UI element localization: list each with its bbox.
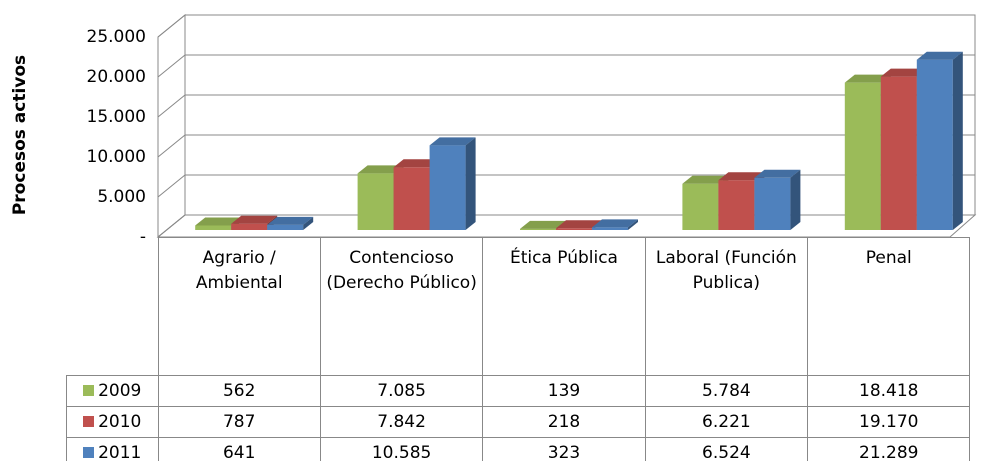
value-cell: 218 [482,406,646,438]
bar-top [592,219,638,228]
x-tick-label: Ética Pública [509,248,618,268]
bar-top [916,51,963,60]
x-tick-label: Penal [865,248,912,268]
category-cell: Penal [807,237,971,376]
bar-top [231,215,278,224]
bar-side [465,137,476,230]
value-cell: 10.585 [319,437,484,461]
bar-top [718,172,765,181]
y-tick-label: 20.000 [87,67,146,87]
table-row: 2010 787 7.842 218 6.221 19.170 [66,406,971,438]
value-cell: 323 [482,437,646,461]
bar [357,173,394,230]
value-cell: 562 [157,375,321,407]
bar-top [267,216,314,225]
legend-key [83,447,95,458]
grid-line [157,174,975,198]
grid-line [157,14,975,38]
bar [520,228,556,230]
category-cell: Ética Pública [482,237,646,376]
grid-line [157,134,975,158]
side-wall [157,13,186,239]
bar [556,228,592,230]
y-tick-label: 25.000 [87,27,146,47]
bar [844,82,881,230]
y-tick-label: 5.000 [97,187,146,207]
legend-label: 2011 [98,443,142,461]
bar [682,183,719,230]
bar [880,76,917,230]
corner-cell [66,237,159,376]
value-cell: 18.418 [807,375,971,407]
value-cell: 6.524 [644,437,809,461]
bar [916,59,953,230]
bar-top [520,220,566,229]
y-tick-label: 10.000 [87,147,146,167]
bar-top [682,175,729,184]
value-cell: 7.842 [319,406,484,438]
bar [429,145,466,230]
bar-side [628,219,638,230]
y-axis-label: Procesos activos [10,55,30,215]
table-row: 2009 562 7.085 139 5.784 18.418 [66,375,971,407]
x-tick-label: Contencioso (Derecho Público) [326,248,477,293]
legend-key [83,416,95,427]
bar-top [754,169,801,178]
bar-top [844,74,891,83]
category-cell: Agrario / Ambiental [157,237,321,376]
value-cell: 19.170 [807,406,971,438]
category-cell: Contencioso (Derecho Público) [319,237,484,376]
table-row: Agrario / Ambiental Contencioso (Derecho … [66,237,971,376]
bar [393,167,430,230]
bar [754,177,791,230]
legend-label: 2010 [98,412,142,432]
bar-top [429,137,476,146]
x-tick-label: Agrario / Ambiental [195,248,283,293]
x-tick-label: Laboral (Función Publica) [655,248,797,293]
bar-side [952,51,963,230]
bar-top [880,68,927,77]
data-table: Agrario / Ambiental Contencioso (Derecho … [66,237,971,461]
bar-top [556,220,602,229]
bar [195,225,232,230]
grid-line [157,54,975,78]
legend-cell: 2009 [66,375,159,407]
category-cell: Laboral (Función Publica) [644,237,809,376]
value-cell: 5.784 [644,375,809,407]
legend-cell: 2010 [66,406,159,438]
bar-top [195,217,242,226]
bar [231,223,268,230]
bar [718,180,755,230]
y-tick-label: 15.000 [87,107,146,127]
legend-label: 2009 [98,381,142,401]
bar-side [303,216,314,230]
grid-line [157,94,975,118]
value-cell: 6.221 [644,406,809,438]
value-cell: 787 [157,406,321,438]
table-row: 2011 641 10.585 323 6.524 21.289 [66,437,971,461]
bar-side [790,169,801,230]
legend-cell: 2011 [66,437,159,461]
value-cell: 7.085 [319,375,484,407]
bar [592,227,628,230]
value-cell: 21.289 [807,437,971,461]
y-tick-label: - [140,227,146,247]
bar [267,224,304,230]
bar-top [357,165,404,174]
legend-key [83,385,95,396]
bar-top [393,159,440,168]
value-cell: 139 [482,375,646,407]
value-cell: 641 [157,437,321,461]
